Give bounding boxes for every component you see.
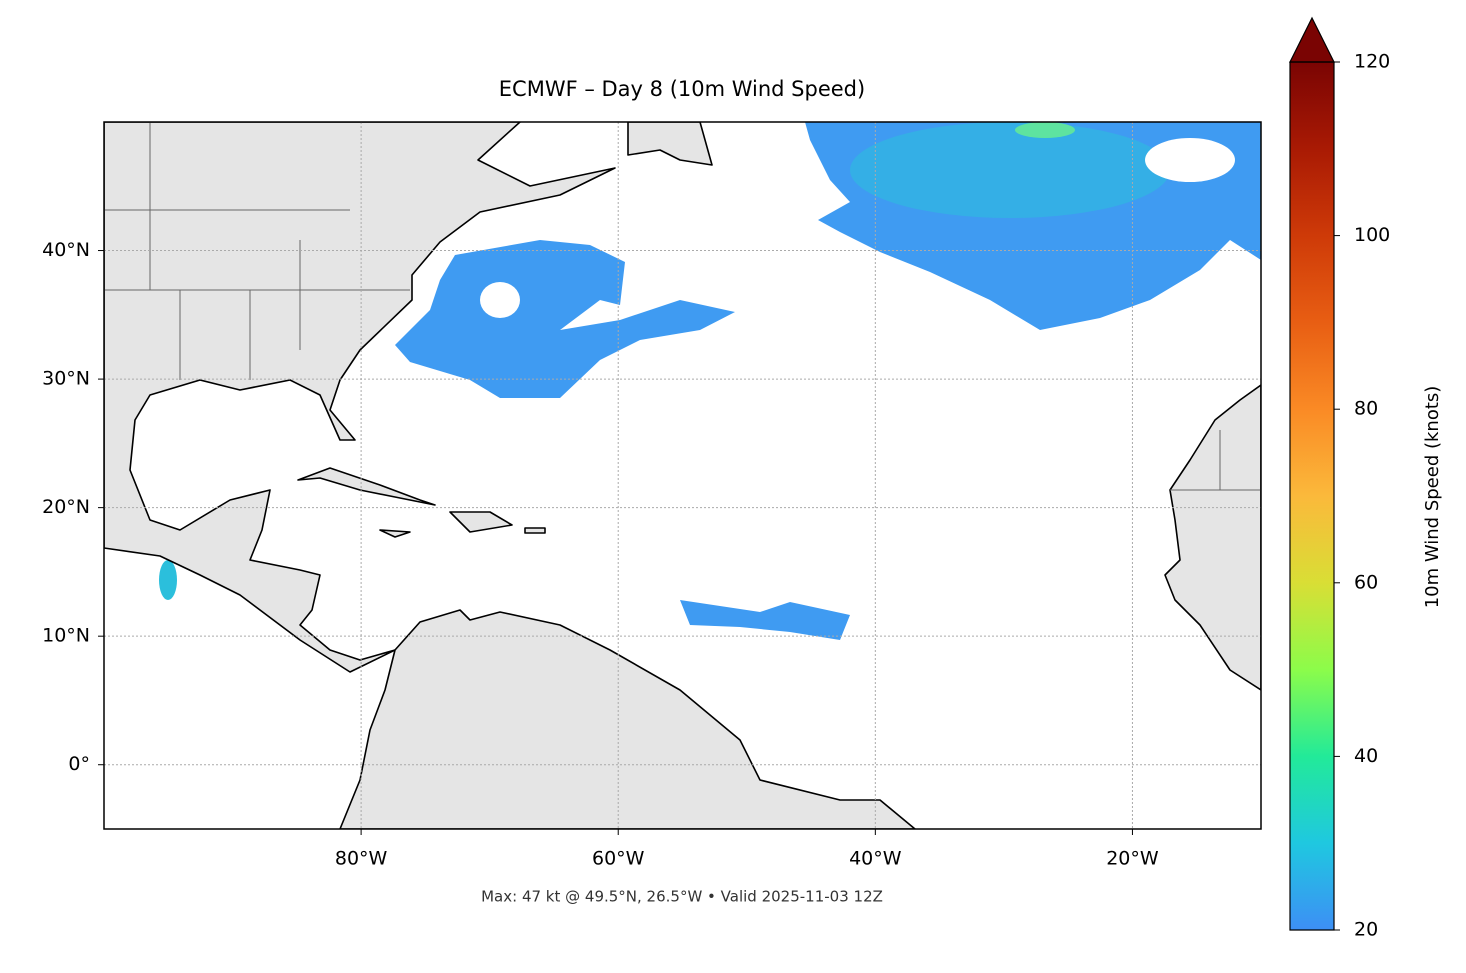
map-frame: [103, 121, 1262, 830]
colorbar-tick-label: 120: [1354, 51, 1390, 73]
colorbar-tick-label: 60: [1354, 571, 1378, 593]
colorbar-tick-label: 80: [1354, 398, 1378, 420]
x-tick-label: 80°W: [335, 848, 388, 870]
grid: [104, 122, 1261, 829]
y-tick-label: 0°: [68, 753, 90, 775]
colorbar-tick-label: 100: [1354, 224, 1390, 246]
colorbar-label: 10m Wind Speed (knots): [1422, 386, 1443, 609]
map-title: ECMWF – Day 8 (10m Wind Speed): [499, 77, 865, 101]
x-tick-label: 40°W: [849, 848, 902, 870]
y-tick-label: 30°N: [42, 368, 90, 390]
y-tick-label: 40°N: [42, 239, 90, 261]
colorbar-tick-label: 20: [1354, 919, 1378, 941]
colorbar-extend: [1289, 16, 1335, 63]
colorbar-tick-label: 40: [1354, 745, 1378, 767]
colorbar-gradient: [1290, 62, 1334, 930]
y-tick-label: 10°N: [42, 625, 90, 647]
wind-field: [159, 122, 1261, 640]
map-area: [104, 122, 1261, 829]
x-tick-label: 60°W: [592, 848, 645, 870]
x-tick-label: 20°W: [1106, 848, 1159, 870]
y-tick-label: 20°N: [42, 496, 90, 518]
colorbar: 20 40 60 80 100 120: [1289, 16, 1390, 941]
land: [104, 122, 1261, 829]
footer: Max: 47 kt @ 49.5°N, 26.5°W • Valid 2025…: [481, 888, 883, 906]
